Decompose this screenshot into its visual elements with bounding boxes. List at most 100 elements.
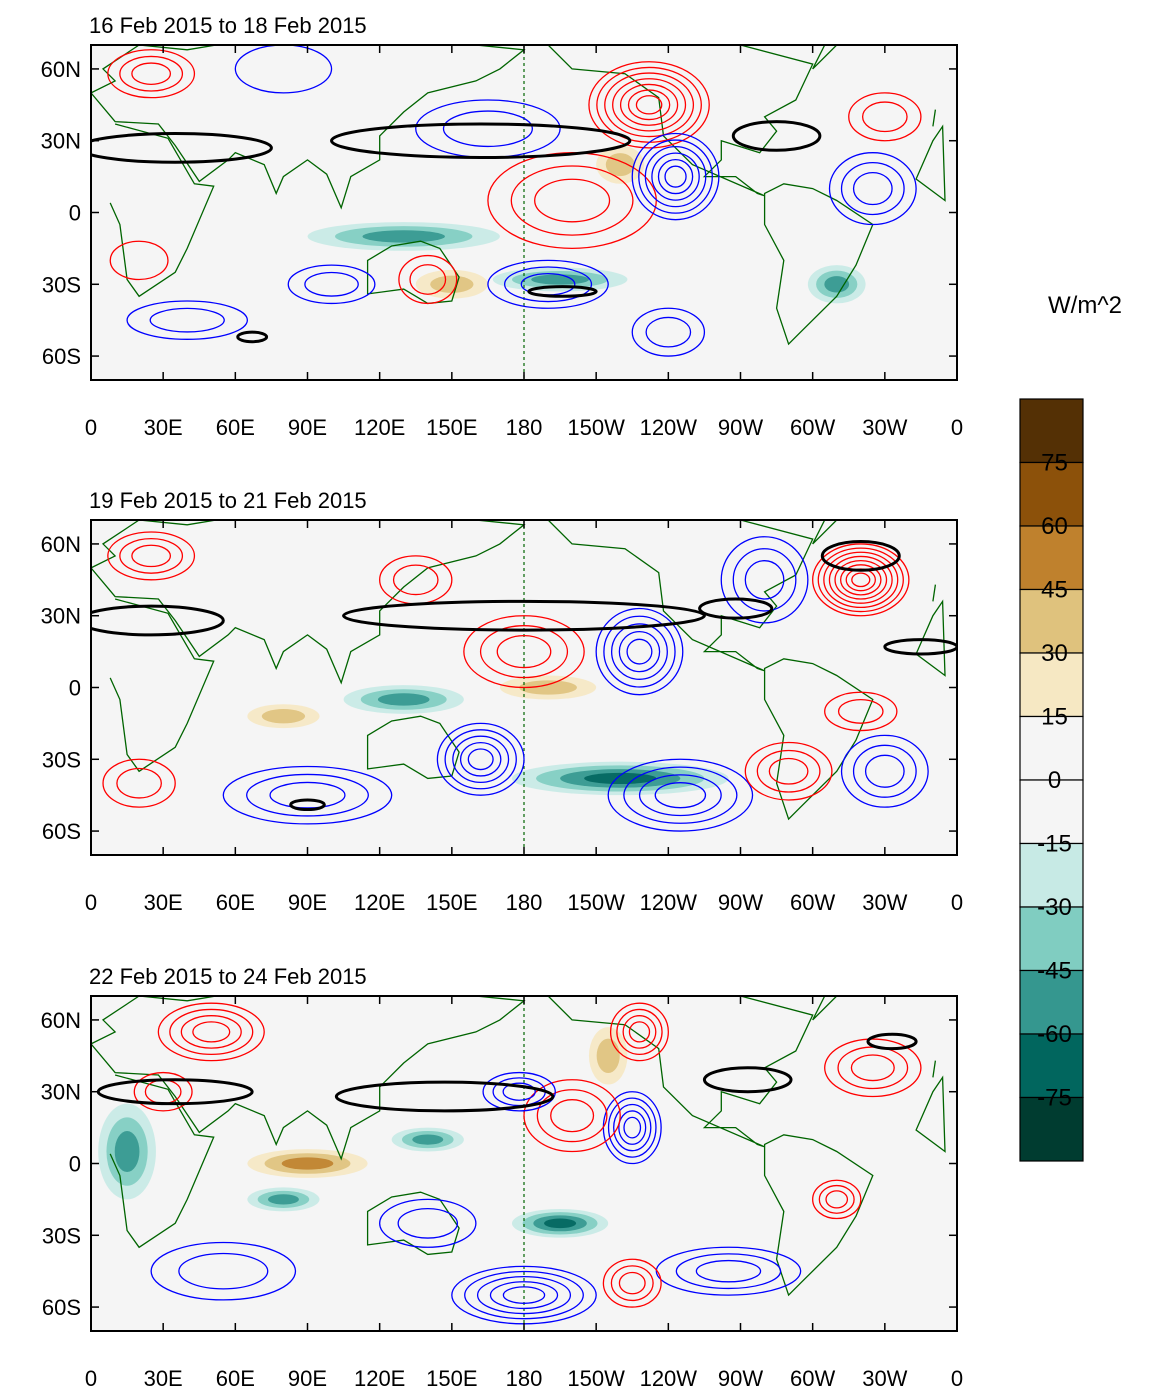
negative-contour: [638, 139, 713, 214]
x-tick-label: 150E: [426, 415, 477, 440]
positive-contour: [635, 95, 663, 115]
y-tick-label: 60N: [41, 1008, 81, 1033]
colorbar-tick-label: -45: [1037, 958, 1072, 985]
x-tick-label: 0: [951, 890, 963, 915]
negative-contour: [287, 264, 376, 305]
x-tick-label: 30W: [862, 415, 907, 440]
negative-contour: [304, 271, 359, 297]
x-tick-label: 0: [85, 415, 97, 440]
olr-shade: [267, 1194, 299, 1205]
positive-contour: [812, 1179, 862, 1220]
x-tick-label: 60W: [790, 1366, 835, 1391]
x-tick-label: 120W: [640, 890, 698, 915]
coastline: [366, 1191, 460, 1256]
y-tick-label: 30N: [41, 604, 81, 629]
positive-contour: [824, 691, 898, 732]
y-tick-label: 60N: [41, 532, 81, 557]
positive-contour: [534, 178, 611, 223]
negative-contour: [476, 1275, 572, 1315]
negative-contour: [464, 1270, 584, 1320]
colorbar-labels: 75 60 45 30 15 0 -15 -30 -45 -60 -75: [1037, 450, 1072, 1112]
olr-shade: [114, 1131, 140, 1173]
negative-contour: [657, 158, 694, 195]
positive-contour: [109, 240, 169, 281]
negative-contour: [651, 152, 700, 201]
coastline: [763, 183, 874, 346]
positive-contour: [398, 254, 458, 305]
thick-contour: [820, 540, 901, 572]
positive-contour: [744, 741, 833, 801]
colorbar-tick-label: 30: [1041, 640, 1068, 667]
negative-contour: [502, 1286, 546, 1304]
x-tick-label: 150W: [567, 1366, 625, 1391]
positive-contour: [812, 543, 910, 617]
positive-contour: [616, 1008, 663, 1056]
x-tick-label: 150W: [567, 415, 625, 440]
colorbar-box: [1019, 1096, 1084, 1162]
x-tick-label: 30E: [144, 415, 183, 440]
olr-shade: [531, 274, 589, 285]
negative-contour: [744, 560, 785, 600]
olr-shade: [519, 680, 577, 695]
negative-contour: [828, 152, 917, 226]
negative-contour: [638, 774, 722, 817]
colorbar-tick-label: 15: [1041, 704, 1068, 731]
positive-contour: [609, 1002, 669, 1062]
negative-contour: [623, 1116, 642, 1139]
colorbar: W/m^2 75 60 45 30 15 0 -15 -30 -45 -60 -75: [1019, 292, 1122, 1162]
negative-contour: [467, 748, 494, 771]
coastline: [366, 240, 460, 305]
positive-contour: [837, 698, 884, 724]
positive-contour: [612, 78, 687, 132]
x-tick-label: 150W: [567, 890, 625, 915]
positive-contour: [116, 767, 162, 799]
colorbar-tick-label: 45: [1041, 577, 1068, 604]
negative-contour: [246, 773, 369, 817]
colorbar-units-label: W/m^2: [1048, 292, 1122, 319]
coastline: [91, 520, 937, 685]
x-tick-label: 0: [951, 415, 963, 440]
coastline: [547, 996, 814, 1148]
y-tick-label: 60S: [42, 344, 81, 369]
thick-contour: [702, 1066, 793, 1094]
positive-contour: [848, 92, 922, 142]
positive-contour: [604, 72, 695, 138]
negative-contour: [623, 766, 738, 824]
negative-contour: [720, 536, 809, 624]
x-tick-label: 30E: [144, 890, 183, 915]
panel-3: 22 Feb 2015 to 24 Feb 2015 0 30E 60E 90E 120E…: [41, 964, 963, 1391]
negative-contour: [610, 623, 668, 680]
x-tick-label: 180: [506, 1366, 543, 1391]
x-tick-label: 90W: [718, 890, 763, 915]
panel-2: 19 Feb 2015 to 21 Feb 2015 0 30E 60E 90E 120E…: [41, 488, 963, 915]
negative-contour: [269, 781, 346, 809]
y-tick-label: 30S: [42, 272, 81, 297]
negative-contour: [618, 630, 661, 673]
positive-contour: [523, 1079, 621, 1153]
positive-contour: [536, 1089, 608, 1143]
y-tick-label: 60N: [41, 57, 81, 82]
y-tick-label: 60S: [42, 819, 81, 844]
y-tick-label: 30N: [41, 129, 81, 154]
olr-shade: [544, 1218, 577, 1229]
colorbar-tick-label: 60: [1041, 513, 1068, 540]
thick-contour: [698, 597, 774, 620]
y-tick-label: 0: [69, 201, 81, 226]
colorbar-box: [1019, 842, 1084, 908]
negative-contour: [852, 171, 893, 206]
negative-contour: [222, 765, 393, 825]
positive-contour: [622, 1015, 657, 1049]
y-tick-label: 30S: [42, 1223, 81, 1248]
x-tick-label: 120E: [354, 890, 405, 915]
x-tick-label: 120E: [354, 1366, 405, 1391]
negative-contour: [675, 1253, 782, 1290]
colorbar-box: [1019, 779, 1084, 845]
panel-field: [91, 520, 957, 855]
thick-contour: [883, 638, 957, 656]
positive-contour: [828, 555, 893, 604]
positive-contour: [550, 1099, 595, 1133]
x-tick-label: 0: [85, 890, 97, 915]
negative-contour: [397, 1207, 459, 1239]
y-tick-label: 30N: [41, 1080, 81, 1105]
